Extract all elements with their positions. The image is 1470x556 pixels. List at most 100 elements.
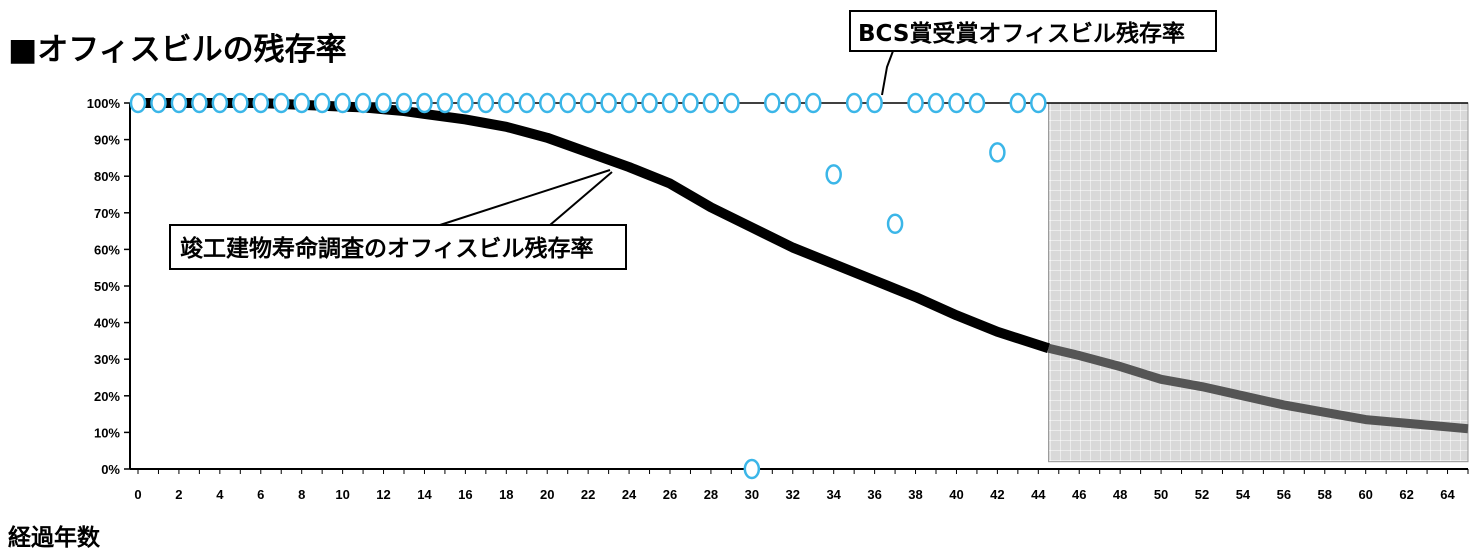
x-tick-label: 46 — [1072, 487, 1086, 502]
bcs-data-point — [682, 92, 699, 114]
bcs-data-point — [764, 92, 781, 114]
bcs-data-point — [416, 92, 433, 114]
y-tick-label: 80% — [94, 169, 120, 184]
bcs-data-point — [579, 92, 597, 114]
bcs-data-point — [436, 92, 454, 114]
bcs-data-point — [968, 92, 986, 114]
bcs-data-point — [927, 92, 945, 114]
x-tick-label: 34 — [826, 487, 841, 502]
bcs-data-point — [252, 92, 270, 114]
x-tick-label: 18 — [499, 487, 513, 502]
x-tick-label: 40 — [949, 487, 963, 502]
bcs-data-point — [1030, 92, 1047, 114]
x-tick-label: 28 — [704, 487, 718, 502]
callout-survey-leader-2 — [549, 171, 613, 226]
y-tick-label: 60% — [94, 242, 120, 257]
bcs-data-point — [907, 92, 924, 114]
bcs-data-point — [354, 92, 372, 114]
bcs-data-point — [211, 92, 229, 114]
y-tick-label: 40% — [94, 316, 120, 331]
x-tick-label: 32 — [786, 487, 800, 502]
bcs-data-point — [1009, 92, 1027, 114]
x-tick-label: 20 — [540, 487, 554, 502]
bcs-data-point — [620, 92, 638, 114]
bcs-data-point — [804, 92, 822, 114]
x-tick-label: 64 — [1440, 487, 1455, 502]
x-tick-label: 56 — [1277, 487, 1291, 502]
x-tick-label: 42 — [990, 487, 1004, 502]
bcs-data-point — [191, 92, 208, 114]
bcs-data-point — [272, 92, 290, 114]
bcs-data-point — [784, 92, 802, 114]
x-tick-label: 44 — [1031, 487, 1046, 502]
bcs-data-point — [600, 92, 617, 114]
y-tick-label: 100% — [87, 96, 121, 111]
x-tick-label: 4 — [216, 487, 224, 502]
x-tick-label: 50 — [1154, 487, 1168, 502]
x-tick-label: 10 — [335, 487, 349, 502]
y-tick-label: 90% — [94, 133, 120, 148]
bcs-data-point — [232, 92, 249, 114]
x-tick-label: 52 — [1195, 487, 1209, 502]
bcs-data-point — [498, 92, 515, 114]
bcs-data-point — [702, 92, 720, 114]
bcs-data-point — [518, 92, 536, 114]
y-tick-label: 10% — [94, 425, 120, 440]
bcs-data-point — [559, 92, 576, 114]
bcs-data-point — [886, 213, 904, 235]
bcs-data-point — [457, 92, 474, 114]
y-tick-label: 20% — [94, 389, 120, 404]
bcs-data-point — [845, 92, 863, 114]
callout-bcs-leader — [881, 50, 894, 96]
page-title: ■オフィスビルの残存率 — [8, 32, 347, 68]
bcs-data-point — [334, 92, 351, 114]
x-tick-label: 60 — [1358, 487, 1372, 502]
bcs-data-point — [866, 92, 883, 114]
bcs-data-point — [723, 92, 740, 114]
x-tick-label: 6 — [257, 487, 264, 502]
bcs-data-point — [293, 92, 310, 114]
bcs-data-point — [661, 92, 679, 114]
bcs-data-point — [129, 92, 147, 114]
x-tick-label: 54 — [1236, 487, 1251, 502]
bcs-data-point — [948, 92, 965, 114]
x-tick-label: 2 — [175, 487, 182, 502]
x-tick-label: 48 — [1113, 487, 1127, 502]
x-tick-label: 38 — [908, 487, 922, 502]
x-tick-label: 26 — [663, 487, 677, 502]
y-tick-label: 70% — [94, 206, 120, 221]
x-tick-label: 58 — [1318, 487, 1332, 502]
y-tick-label: 30% — [94, 352, 120, 367]
bcs-data-point — [313, 92, 331, 114]
shaded-grid-region — [1048, 102, 1469, 463]
bcs-data-point — [989, 142, 1006, 163]
y-tick-label: 50% — [94, 279, 120, 294]
callout-bcs-label: BCS賞受賞オフィスビル残存率 — [858, 20, 1185, 47]
x-tick-label: 22 — [581, 487, 595, 502]
bcs-data-point — [743, 458, 761, 480]
bcs-data-point — [150, 92, 167, 114]
x-tick-label: 0 — [134, 487, 141, 502]
callout-survey-leader-1 — [439, 169, 611, 226]
callout-survey-box — [169, 224, 627, 270]
bcs-data-point — [170, 92, 188, 114]
x-tick-label: 14 — [417, 487, 432, 502]
x-tick-label: 24 — [622, 487, 637, 502]
callout-survey-label: 竣工建物寿命調査のオフィスビル残存率 — [180, 235, 594, 262]
x-axis-label: 経過年数 — [8, 525, 100, 551]
x-tick-label: 36 — [867, 487, 881, 502]
bcs-data-point — [641, 92, 658, 114]
bcs-data-point — [375, 92, 392, 114]
x-tick-label: 8 — [298, 487, 305, 502]
bcs-data-point — [395, 92, 413, 114]
x-tick-label: 30 — [745, 487, 759, 502]
bcs-data-point — [538, 92, 556, 114]
survey-series-projection-line — [1047, 343, 1469, 434]
x-tick-label: 12 — [376, 487, 390, 502]
x-tick-label: 62 — [1399, 487, 1413, 502]
x-tick-label: 16 — [458, 487, 472, 502]
callout-bcs-box — [849, 10, 1217, 52]
y-tick-label: 0% — [101, 462, 120, 477]
bcs-data-point — [477, 92, 495, 114]
